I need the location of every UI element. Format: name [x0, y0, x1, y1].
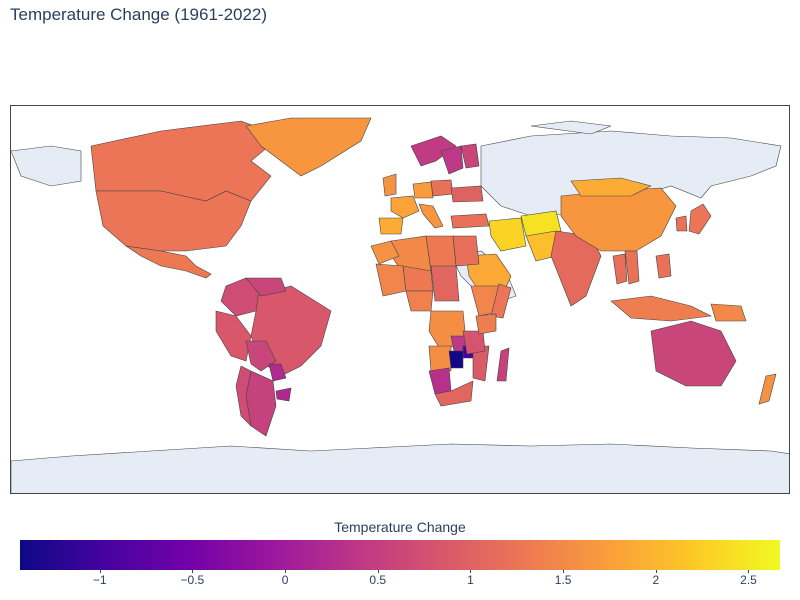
region-greenland[interactable]: Greenland: 1.65: [245, 117, 372, 177]
colorbar-tick-mark: [285, 570, 287, 573]
region-nigeria[interactable]: Nigeria: 1.4: [405, 290, 434, 312]
region-madagascar[interactable]: Madagascar: 0.55: [496, 347, 510, 382]
region-bolivia[interactable]: Bolivia: 0.6: [245, 340, 277, 372]
region-papua-new-guinea[interactable]: Papua New Guinea: 1.5: [710, 303, 747, 322]
colorbar-tick-mark: [655, 570, 657, 573]
region-angola[interactable]: Angola: 1.55: [428, 345, 452, 372]
colorbar-tick-label: −1: [92, 573, 107, 587]
region-ukraine[interactable]: Ukraine: 1: [450, 185, 484, 203]
region-iran[interactable]: Iran: 2.3: [488, 217, 527, 252]
land-no-data: [480, 130, 782, 217]
colorbar-tick-label: 2.5: [740, 573, 757, 587]
region-egypt[interactable]: Egypt: 1.15: [452, 235, 480, 267]
colorbar-tick-mark: [192, 570, 194, 573]
region-thailand[interactable]: Thailand: 1.15: [612, 253, 628, 285]
region-finland[interactable]: Finland: 0.6: [460, 143, 480, 169]
region-somalia[interactable]: Somalia: 1.25: [490, 283, 512, 319]
world-map[interactable]: Canada: 1.25United States: 1.25Mexico: 1…: [11, 106, 790, 494]
region-south-africa[interactable]: South Africa: 1.05: [434, 380, 474, 407]
region-morocco[interactable]: Morocco: 1.6: [370, 240, 400, 265]
colorbar-tick-label: 1: [467, 573, 474, 587]
region-philippines[interactable]: Philippines: 1.2: [655, 253, 672, 279]
region-south-korea[interactable]: South Korea: 1.2: [675, 215, 688, 232]
region-united-states[interactable]: United States: 1.25: [95, 190, 252, 252]
land-layer: [11, 120, 789, 493]
region-kenya[interactable]: Kenya: 1.35: [475, 313, 497, 335]
colorbar-tick-mark: [470, 570, 472, 573]
region-poland[interactable]: Poland: 1.2: [430, 179, 454, 197]
colorbar-ticks: −1 −0.5 0 0.5 1 1.5 2 2.5: [20, 570, 780, 600]
land-no-data: [530, 120, 612, 135]
colorbar-tick-mark: [99, 570, 101, 573]
region-chad[interactable]: Chad: 1.05: [430, 265, 460, 302]
region-france[interactable]: France: 1.8: [390, 195, 420, 219]
region-japan[interactable]: Japan: 1.25: [688, 203, 712, 235]
colorbar-tick-mark: [377, 570, 379, 573]
region-afghanistan[interactable]: Afghanistan: 2.45: [520, 210, 562, 237]
colorbar-tick-label: 2: [652, 573, 660, 587]
colorbar-tick-mark: [748, 570, 750, 573]
region-chile[interactable]: Chile: 0.7: [235, 365, 252, 427]
colorbar-tick-label: 1.5: [554, 573, 572, 587]
land-no-data: [11, 443, 789, 493]
region-italy[interactable]: Italy: 1.65: [418, 203, 444, 229]
colorbar-tick-label: 0.5: [369, 573, 387, 587]
region-mali[interactable]: Mali: 1.45: [375, 263, 407, 297]
region-venezuela[interactable]: Venezuela: 0.6: [245, 277, 287, 297]
colorbar-tick-mark: [563, 570, 565, 573]
chart-title: Temperature Change (1961-2022): [10, 5, 268, 24]
region-turkey[interactable]: Turkey: 1.2: [450, 213, 490, 229]
map-frame[interactable]: Canada: 1.25United States: 1.25Mexico: 1…: [10, 105, 790, 494]
region-argentina[interactable]: Argentina: 0.55: [245, 370, 277, 437]
colorbar-tick-label: −0.5: [180, 573, 205, 587]
land-no-data: [11, 145, 82, 187]
region-botswana[interactable]: Botswana: -1.4: [448, 350, 464, 369]
region-indonesia[interactable]: Indonesia: 1.35: [610, 295, 713, 322]
region-vietnam[interactable]: Vietnam: 1.2: [624, 250, 640, 285]
region-spain[interactable]: Spain: 1.9: [378, 217, 404, 235]
colorbar: [20, 540, 780, 570]
region-sweden[interactable]: Sweden: 0.4: [440, 145, 464, 175]
region-new-zealand[interactable]: New Zealand: 1.6: [758, 373, 777, 405]
region-namibia[interactable]: Namibia: 0.3: [428, 367, 452, 395]
regions-layer[interactable]: Canada: 1.25United States: 1.25Mexico: 1…: [90, 117, 777, 437]
region-mexico[interactable]: Mexico: 1.3: [125, 245, 212, 279]
colorbar-title: Temperature Change: [334, 519, 466, 535]
region-united-kingdom[interactable]: United Kingdom: 1.6: [382, 173, 397, 197]
region-mongolia[interactable]: Mongolia: 1.9: [570, 177, 652, 197]
colorbar-tick-label: 0: [281, 573, 289, 587]
region-australia[interactable]: Australia: 0.6: [650, 320, 737, 387]
region-paraguay[interactable]: Paraguay: 0.2: [268, 363, 287, 382]
region-germany[interactable]: Germany: 1.7: [412, 181, 434, 199]
colorbar-gradient: [20, 540, 780, 570]
region-uruguay[interactable]: Uruguay: 0.2: [275, 387, 292, 402]
region-tanzania[interactable]: Tanzania: 0.8: [462, 330, 486, 355]
region-peru[interactable]: Peru: 0.85: [215, 310, 252, 362]
